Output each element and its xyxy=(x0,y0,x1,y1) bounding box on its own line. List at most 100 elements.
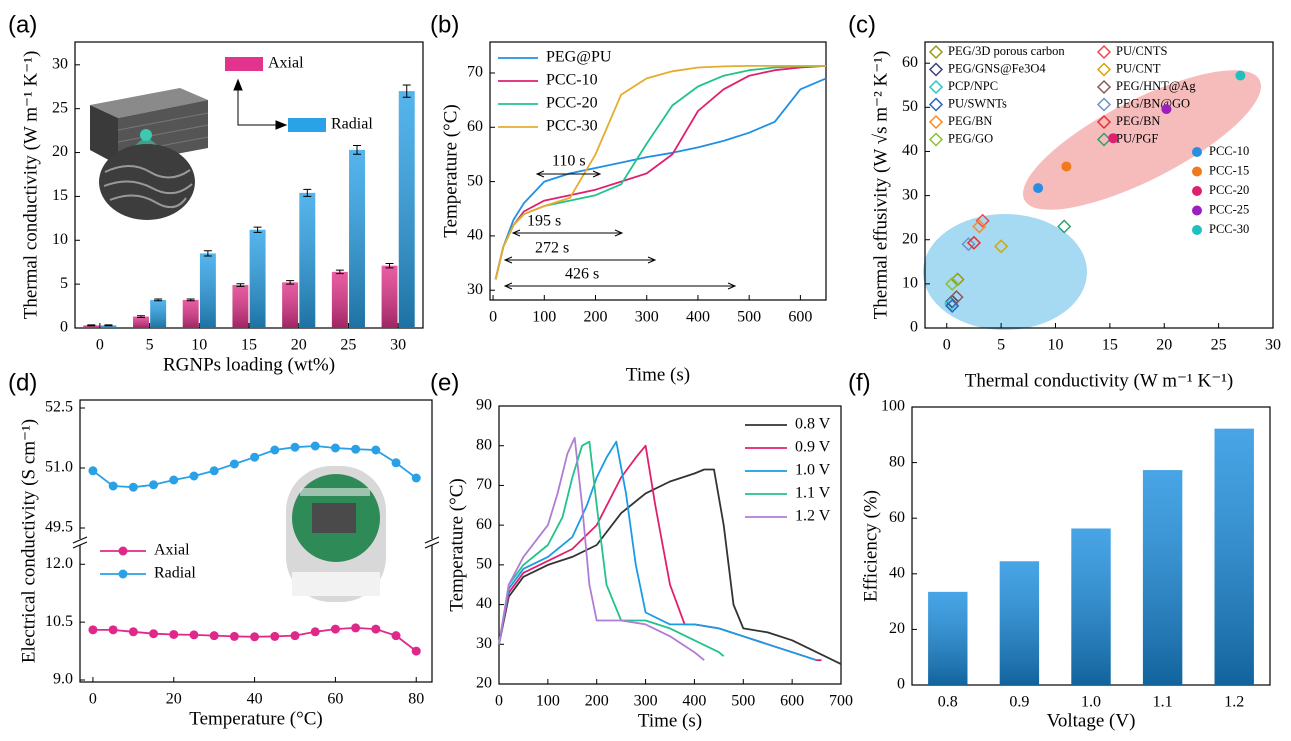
x-tick-label: 20 xyxy=(291,337,307,354)
x-tick-label: 400 xyxy=(682,693,706,710)
point xyxy=(966,235,981,250)
region-ellipse xyxy=(1022,70,1262,210)
x-axis-label: Time (s) xyxy=(638,710,702,731)
y-tick-label: 30 xyxy=(902,186,918,203)
plot-frame xyxy=(489,41,827,301)
legend-label: PCC-30 xyxy=(546,118,598,135)
legend-marker xyxy=(118,569,128,579)
error-bar xyxy=(236,283,245,287)
y-tick-label: 12.0 xyxy=(45,555,73,572)
point xyxy=(1057,219,1072,234)
legend-swatch xyxy=(225,57,263,71)
legend-label: PCC-20 xyxy=(546,95,598,112)
bar-shade xyxy=(999,561,1040,685)
x-axis-label: Time (s) xyxy=(626,364,690,385)
axis-break xyxy=(424,536,440,549)
legend-label: PCP/NPC xyxy=(948,79,998,93)
legend-label: 0.8 V xyxy=(795,416,831,433)
point xyxy=(209,466,219,476)
legend-label: PCC-10 xyxy=(1209,144,1249,158)
axis-break-gap xyxy=(429,539,435,545)
point xyxy=(961,237,976,252)
line xyxy=(494,65,827,280)
point xyxy=(949,290,964,305)
x-tick-label: 15 xyxy=(1102,337,1118,354)
point xyxy=(189,471,199,481)
x-axis-label: Voltage (V) xyxy=(1047,710,1136,731)
point xyxy=(391,458,401,468)
line xyxy=(498,440,725,657)
panel-label: (d) xyxy=(8,369,37,396)
line xyxy=(498,440,817,662)
point xyxy=(411,646,421,656)
error-bar xyxy=(154,298,163,302)
bar-shade xyxy=(83,325,100,328)
y-tick-label: 20 xyxy=(902,230,918,247)
legend-marker xyxy=(1192,166,1202,177)
point xyxy=(351,623,361,633)
legend-label: PU/CNTS xyxy=(1116,44,1167,58)
x-tick-label: 0 xyxy=(489,309,497,326)
x-tick-label: 80 xyxy=(408,691,424,708)
bar-shade xyxy=(349,149,365,328)
x-tick-label: 100 xyxy=(536,693,560,710)
y-tick-label: 10 xyxy=(52,231,68,248)
point xyxy=(1235,70,1246,81)
legend-label: 1.0 V xyxy=(795,462,831,479)
point xyxy=(209,631,219,641)
annotation: 272 s xyxy=(535,240,569,257)
x-tick-label: 200 xyxy=(585,693,609,710)
bar-shade xyxy=(249,229,266,328)
y-tick-label: 9.0 xyxy=(53,671,73,688)
x-tick-label: 30 xyxy=(1265,337,1281,354)
x-tick-label: 25 xyxy=(340,337,356,354)
bar-shade xyxy=(232,285,249,328)
sem-inset xyxy=(90,88,209,220)
panel-label: (e) xyxy=(430,369,459,396)
legend-label: 1.1 V xyxy=(795,485,831,502)
axis-break xyxy=(72,536,88,549)
y-tick-label: 30 xyxy=(476,635,492,652)
bar-shade xyxy=(398,91,415,328)
y-tick-label: 0 xyxy=(910,319,918,336)
legend-marker xyxy=(1192,205,1202,216)
point xyxy=(1108,133,1119,144)
legend-marker xyxy=(1192,186,1202,196)
legend-label: PCC-25 xyxy=(1209,202,1249,216)
line xyxy=(498,468,842,665)
line xyxy=(498,436,705,661)
y-axis-label: Efficiency (%) xyxy=(860,490,881,602)
legend-marker xyxy=(1192,225,1202,235)
error-bar xyxy=(87,324,96,327)
y-tick-label: 10 xyxy=(902,275,918,292)
error-bar xyxy=(253,226,262,233)
x-tick-label: 1.0 xyxy=(1081,694,1101,711)
point xyxy=(1161,104,1172,115)
panel-label: (a) xyxy=(8,11,37,38)
legend-marker xyxy=(1096,114,1112,130)
y-tick-label: 20 xyxy=(889,620,905,637)
plot-frame xyxy=(498,405,842,685)
point xyxy=(945,294,960,309)
y-tick-label: 70 xyxy=(467,64,483,81)
point xyxy=(108,481,118,491)
bar-shade xyxy=(150,299,167,328)
point xyxy=(945,276,960,291)
legend-label: 1.2 V xyxy=(795,508,831,525)
y-tick-label: 49.5 xyxy=(45,519,73,536)
x-tick-label: 60 xyxy=(327,691,343,708)
y-tick-label: 90 xyxy=(476,397,492,414)
y-axis-label: Temperature (°C) xyxy=(440,104,461,237)
y-tick-label: 70 xyxy=(476,476,492,493)
legend-marker xyxy=(1096,97,1112,112)
legend-marker xyxy=(928,132,944,147)
point xyxy=(945,298,960,313)
legend-label: PU/SWNTs xyxy=(948,96,1007,110)
line xyxy=(498,444,822,662)
point xyxy=(270,445,280,455)
y-tick-label: 40 xyxy=(476,595,492,612)
y-tick-label: 40 xyxy=(889,564,905,581)
x-tick-label: 200 xyxy=(584,309,608,326)
x-tick-label: 10 xyxy=(191,337,207,354)
